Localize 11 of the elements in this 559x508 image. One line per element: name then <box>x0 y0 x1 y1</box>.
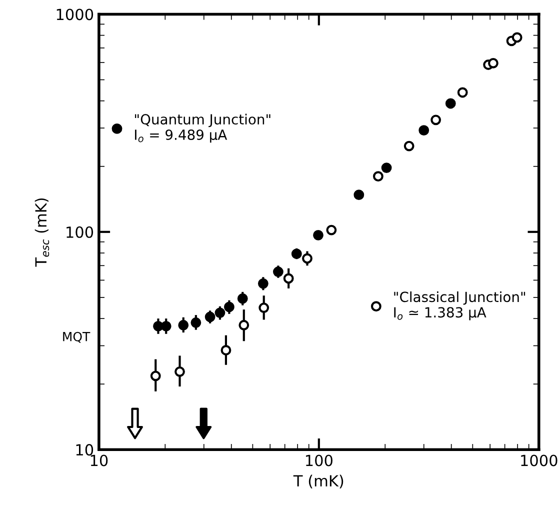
x-tick-label: 10 <box>90 454 108 466</box>
legend-label: "Classical Junction" I$_{o}$ ≃ 1.383 μA <box>394 291 526 320</box>
x-tick-label: 1000 <box>521 454 558 466</box>
y-tick-label: 1000 <box>56 8 94 20</box>
x-tick-label: 100 <box>306 454 332 466</box>
legend-label: "Quantum Junction" I$_{o}$ = 9.489 μA <box>135 114 270 143</box>
y-tick-label: 100 <box>66 226 94 238</box>
y-tick-label: 10 <box>76 444 94 456</box>
y-axis-title: T$_{esc}$ (mK) <box>34 198 50 267</box>
x-axis-title: T (mK) <box>293 474 344 488</box>
text: MQT <box>63 332 90 343</box>
